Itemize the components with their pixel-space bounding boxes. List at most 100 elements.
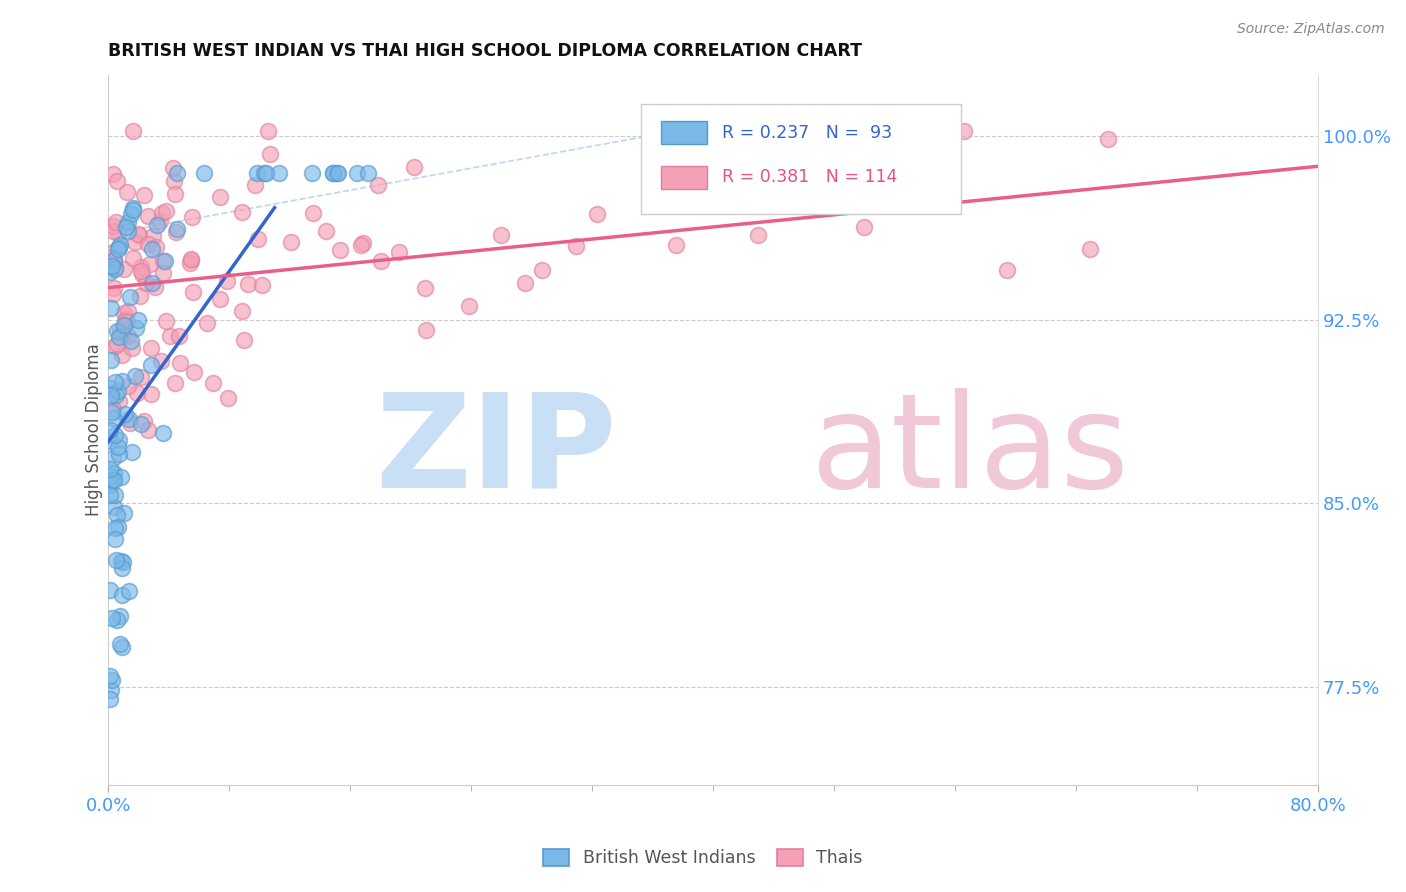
Point (124, 368, 146, 383)
Point (257, 124, 280, 138)
Text: ZIP: ZIP (375, 388, 616, 515)
Point (122, 251, 145, 265)
Point (155, 204, 177, 219)
Point (101, 219, 124, 234)
Point (105, 508, 128, 522)
Point (141, 358, 163, 372)
Point (136, 423, 159, 437)
Point (217, 391, 239, 405)
Point (108, 393, 131, 408)
Point (150, 206, 173, 220)
Point (101, 673, 124, 687)
Point (149, 354, 172, 368)
Point (105, 215, 128, 229)
Point (105, 553, 128, 567)
Point (107, 519, 129, 533)
Point (152, 266, 174, 280)
Point (111, 588, 134, 602)
Point (103, 253, 125, 268)
Point (183, 366, 205, 380)
Point (101, 224, 124, 238)
Point (138, 236, 160, 251)
Point (129, 417, 152, 432)
Point (201, 376, 224, 390)
Point (370, 254, 392, 268)
Point (328, 166, 350, 180)
Point (98, 478, 121, 492)
Point (100, 405, 122, 419)
Point (98, 669, 121, 683)
Point (195, 316, 218, 330)
Point (215, 274, 238, 288)
Point (101, 168, 124, 182)
Point (131, 267, 153, 281)
Point (155, 314, 177, 328)
Point (120, 207, 142, 221)
Point (111, 640, 134, 654)
Point (413, 280, 436, 294)
Point (110, 554, 132, 568)
Point (112, 506, 135, 520)
Point (247, 232, 270, 246)
Point (163, 186, 186, 201)
Y-axis label: High School Diploma: High School Diploma (86, 343, 103, 516)
Point (125, 386, 148, 401)
Point (104, 532, 127, 546)
Point (128, 228, 150, 243)
Point (747, 227, 769, 242)
Point (117, 215, 139, 229)
Point (322, 166, 344, 180)
Point (952, 124, 974, 138)
Point (101, 287, 124, 301)
Point (115, 312, 138, 326)
Point (350, 237, 373, 252)
Point (120, 334, 142, 348)
Point (136, 209, 159, 223)
Point (163, 174, 186, 188)
Text: atlas: atlas (810, 388, 1129, 515)
Point (104, 376, 127, 390)
Point (98, 488, 121, 502)
Point (105, 337, 128, 351)
Point (166, 166, 188, 180)
Point (458, 299, 481, 313)
Text: Source: ZipAtlas.com: Source: ZipAtlas.com (1237, 22, 1385, 37)
Point (531, 262, 554, 277)
FancyBboxPatch shape (641, 103, 962, 213)
Point (121, 124, 143, 138)
Point (139, 387, 162, 401)
Point (107, 433, 129, 447)
Point (388, 244, 411, 259)
Point (100, 301, 122, 315)
Point (352, 235, 374, 250)
Point (111, 374, 134, 388)
Point (104, 521, 127, 535)
Point (114, 407, 136, 421)
Point (108, 238, 131, 252)
Point (193, 166, 215, 180)
Point (103, 473, 125, 487)
Point (127, 313, 149, 327)
Point (315, 224, 337, 238)
Point (250, 277, 273, 292)
Point (115, 315, 138, 329)
Point (152, 254, 174, 268)
Text: BRITISH WEST INDIAN VS THAI HIGH SCHOOL DIPLOMA CORRELATION CHART: BRITISH WEST INDIAN VS THAI HIGH SCHOOL … (108, 42, 862, 60)
Point (179, 256, 201, 270)
Point (115, 186, 138, 200)
Point (112, 306, 135, 320)
Point (100, 388, 122, 402)
Point (101, 472, 124, 486)
Point (103, 253, 125, 268)
Point (100, 353, 122, 368)
Point (152, 425, 174, 440)
Point (254, 166, 277, 180)
Point (245, 166, 267, 180)
Point (245, 178, 267, 193)
Point (98, 434, 121, 449)
Point (104, 260, 127, 274)
Point (402, 160, 425, 174)
Point (322, 166, 344, 180)
Point (111, 348, 134, 362)
Point (208, 292, 231, 306)
